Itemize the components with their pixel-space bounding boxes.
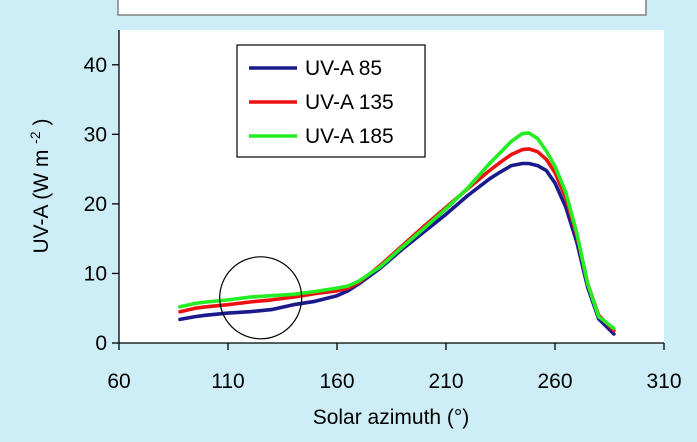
series-line-uv-a-85: [178, 161, 616, 336]
y-axis-title-close: ): [30, 119, 53, 126]
y-tick-label: 0: [95, 332, 107, 355]
y-tick-label: 30: [84, 123, 107, 146]
x-tick-label: 60: [107, 370, 130, 393]
x-axis-title: Solar azimuth (°): [313, 406, 470, 429]
y-tick-label: 20: [84, 193, 107, 216]
legend-label-uv-a-185: UV-A 185: [305, 125, 394, 148]
legend-label-uv-a-85: UV-A 85: [305, 57, 382, 80]
x-tick-label: 310: [646, 370, 681, 393]
y-tick-label: 40: [84, 54, 107, 77]
y-axis-title: UV-A (W m -2 ): [22, 119, 53, 254]
x-tick-label: 160: [319, 370, 354, 393]
legend: UV-A 85 UV-A 135 UV-A 185: [236, 44, 426, 158]
y-tick-label: 10: [84, 262, 107, 285]
y-axis-title-sup: -2: [27, 131, 43, 144]
series-layer: [178, 131, 616, 336]
axes-layer: 0 10 20 30 40 60 110 160 210 260 310: [84, 30, 682, 393]
x-tick-label: 260: [537, 370, 572, 393]
x-tick-label: 110: [211, 370, 244, 393]
top-box: [117, 0, 647, 16]
series-line-uv-a-185: [178, 131, 616, 331]
legend-label-uv-a-135: UV-A 135: [305, 91, 394, 114]
y-axis-title-main: UV-A (W m: [30, 150, 53, 254]
x-tick-label: 210: [428, 370, 463, 393]
annotation-circle: [219, 256, 303, 340]
